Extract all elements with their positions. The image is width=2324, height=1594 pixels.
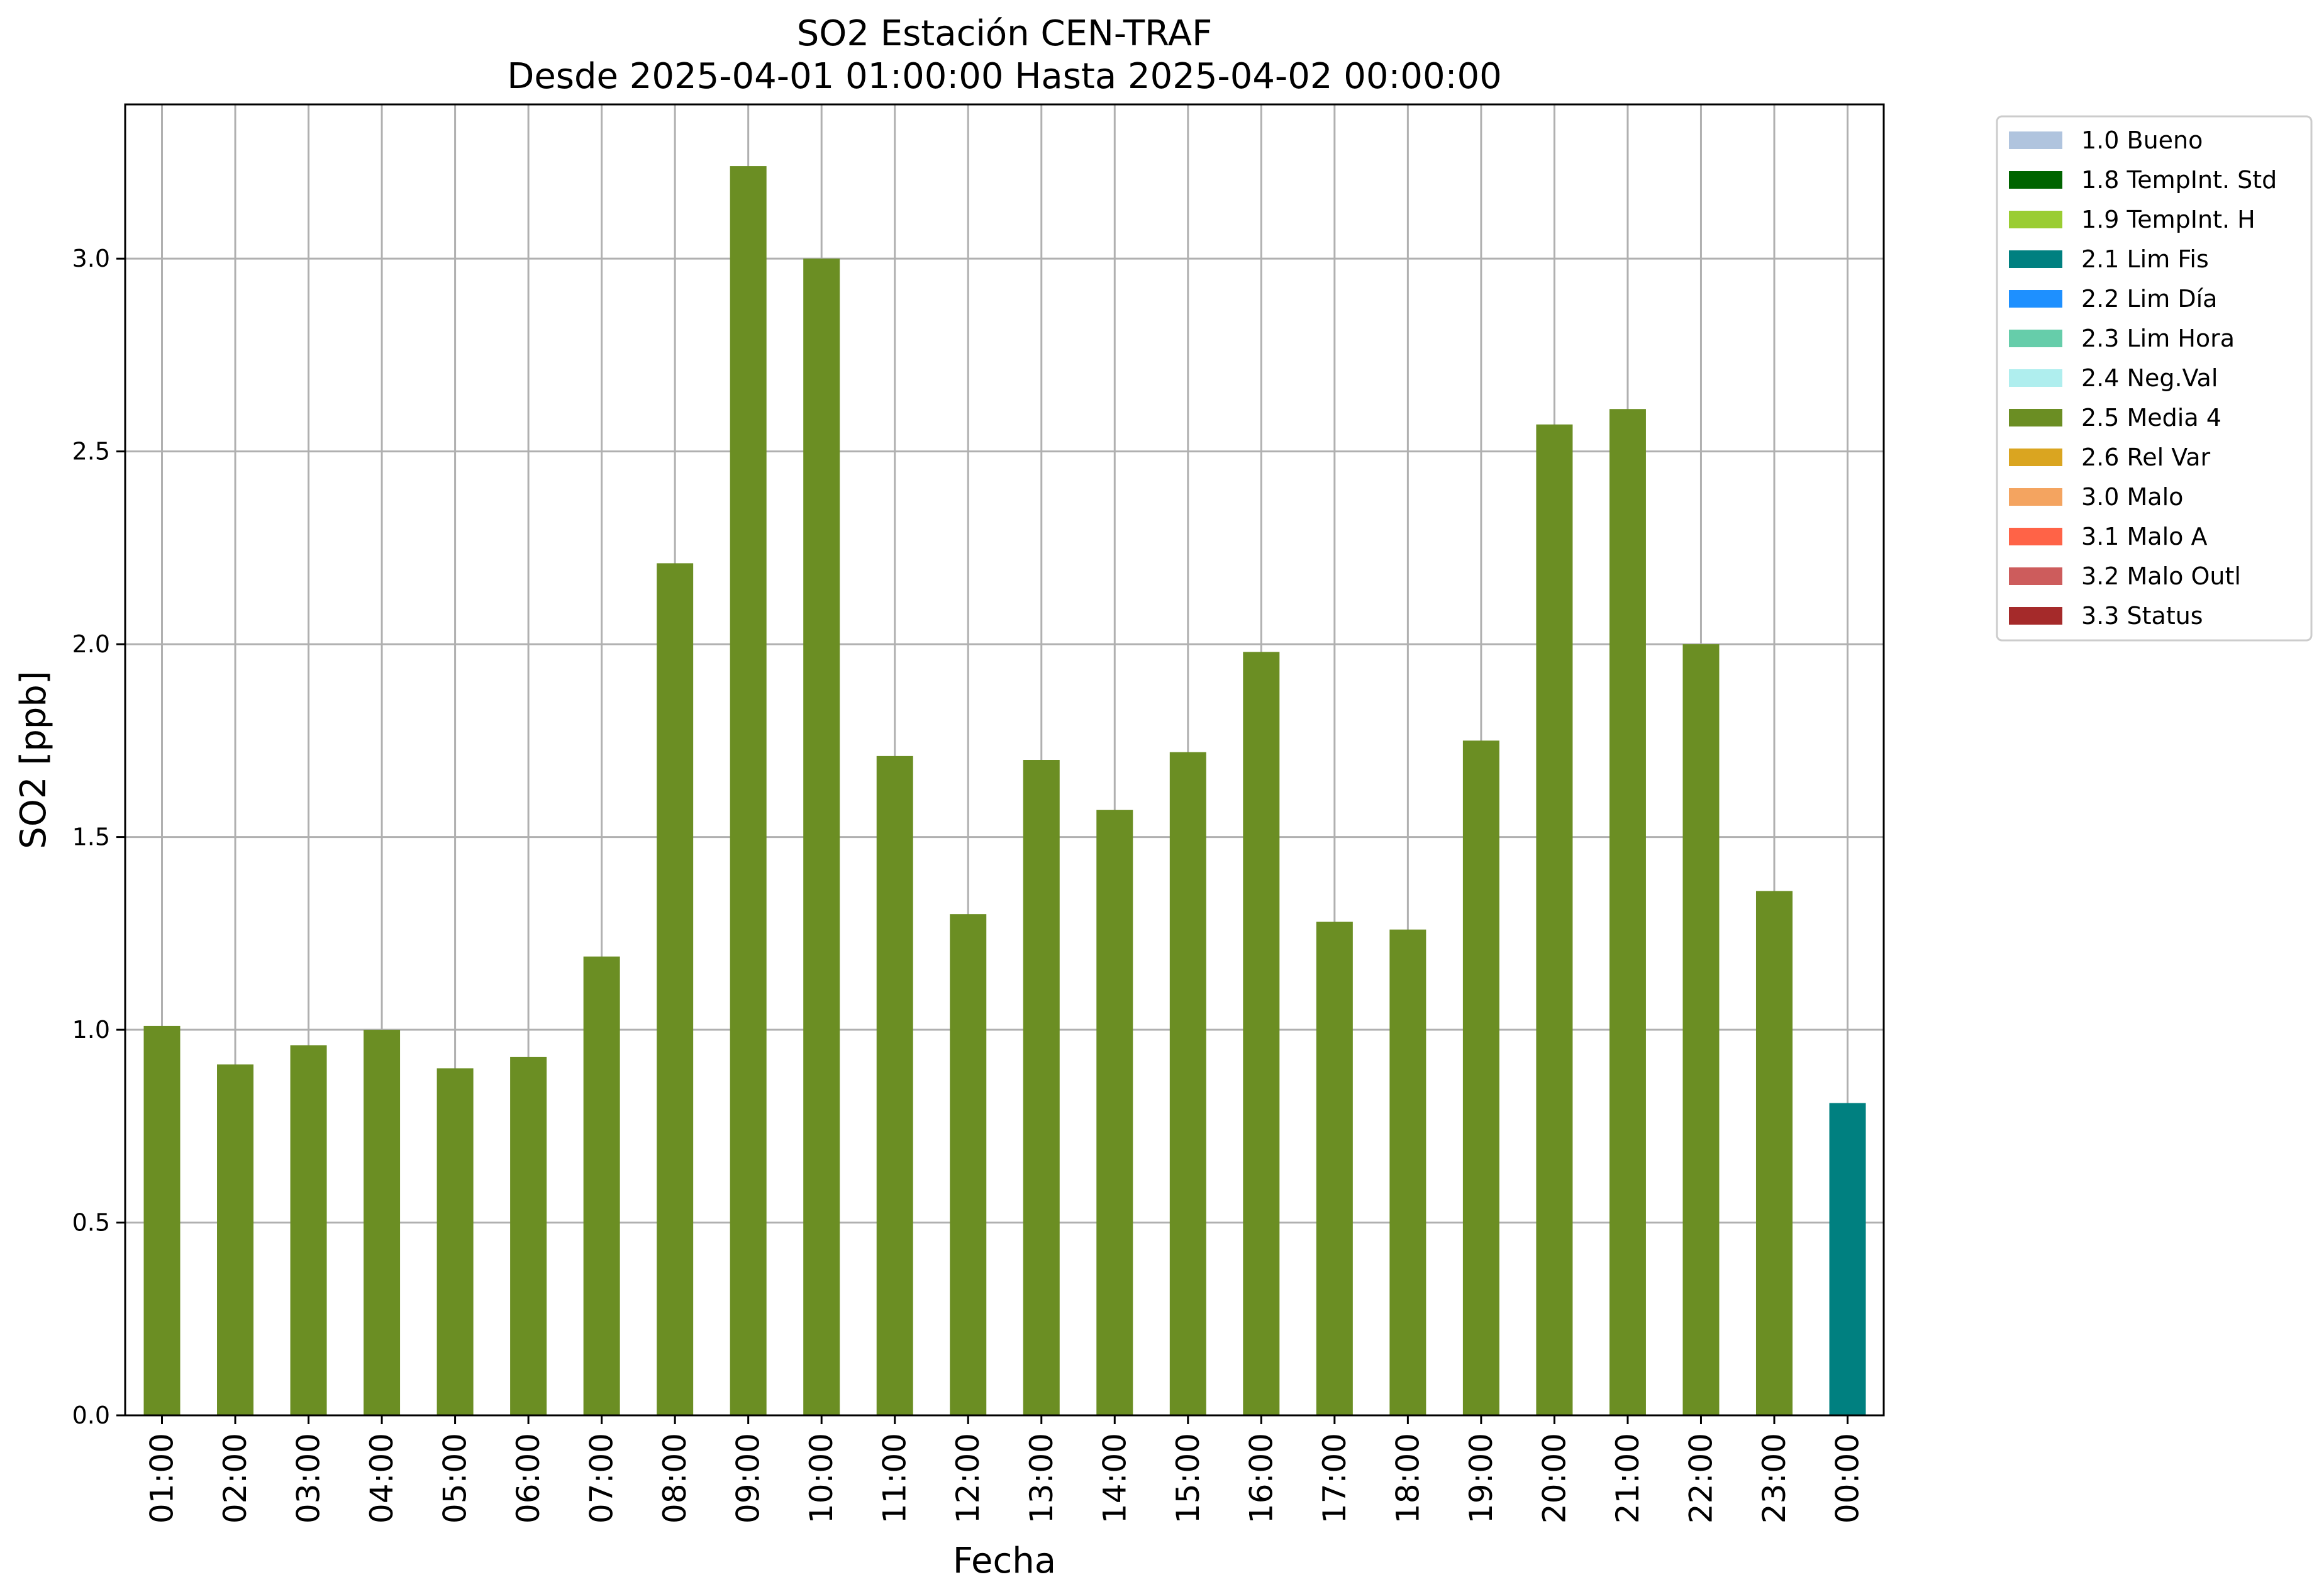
x-tick-label: 02:00	[217, 1433, 253, 1524]
x-tick-label: 16:00	[1243, 1433, 1279, 1524]
y-axis-label: SO2 [ppb]	[13, 671, 54, 849]
bar	[730, 166, 767, 1416]
bar	[1829, 1103, 1866, 1415]
x-tick-label: 22:00	[1682, 1433, 1719, 1524]
legend-swatch	[2009, 409, 2062, 426]
legend-swatch	[2009, 488, 2062, 506]
legend-swatch	[2009, 131, 2062, 149]
y-tick-label: 1.0	[72, 1016, 110, 1044]
bar	[510, 1056, 547, 1415]
legend-frame	[1996, 115, 2313, 642]
bar	[950, 914, 987, 1415]
plot-frame	[124, 103, 1885, 1417]
legend-label: 1.0 Bueno	[2081, 126, 2203, 154]
x-tick-label: 11:00	[877, 1433, 913, 1524]
bar	[1389, 929, 1426, 1415]
y-axis: 0.0 0.5 1.0 1.5 2.0 2.5 3.0	[72, 245, 125, 1429]
bars	[143, 166, 1866, 1416]
bar	[657, 563, 694, 1415]
legend: 1.0 Bueno 1.8 TempInt. Std 1.9 TempInt. H 2…	[1996, 115, 2313, 642]
bar	[803, 259, 840, 1415]
x-tick-label: 23:00	[1756, 1433, 1793, 1524]
x-tick-label: 07:00	[584, 1433, 620, 1524]
x-tick-label: 17:00	[1316, 1433, 1353, 1524]
bar	[1609, 409, 1646, 1415]
x-tick-label: 05:00	[437, 1433, 474, 1524]
bar	[217, 1064, 254, 1415]
legend-label: 2.5 Media 4	[2081, 404, 2221, 432]
bar	[583, 956, 620, 1415]
bar	[1096, 810, 1133, 1415]
legend-label: 3.2 Malo Outl	[2081, 562, 2241, 590]
x-tick-label: 06:00	[510, 1433, 547, 1524]
bar	[436, 1068, 474, 1415]
y-tick-label: 2.5	[72, 438, 110, 465]
legend-swatch	[2009, 330, 2062, 347]
chart-title: SO2 Estación CEN-TRAF	[797, 13, 1213, 54]
legend-label: 1.8 TempInt. Std	[2081, 166, 2277, 194]
x-axis: 01:00 02:00 03:00 04:00 05:00 06:00 07:00 08:00…	[144, 1415, 1866, 1524]
x-tick-label: 20:00	[1536, 1433, 1572, 1524]
legend-label: 2.4 Neg.Val	[2081, 364, 2218, 392]
legend-swatch	[2009, 171, 2062, 189]
bar	[290, 1045, 327, 1415]
legend-label: 2.1 Lim Fis	[2081, 245, 2209, 273]
x-tick-label: 00:00	[1830, 1433, 1866, 1524]
bar	[1023, 760, 1060, 1415]
x-tick-label: 15:00	[1170, 1433, 1206, 1524]
x-tick-label: 18:00	[1389, 1433, 1426, 1524]
bar	[1755, 891, 1793, 1415]
bar	[1536, 424, 1573, 1415]
legend-label: 3.3 Status	[2081, 602, 2203, 630]
x-tick-label: 10:00	[803, 1433, 840, 1524]
x-tick-label: 12:00	[950, 1433, 986, 1524]
bar	[143, 1025, 181, 1415]
legend-swatch	[2009, 567, 2062, 585]
x-tick-label: 08:00	[657, 1433, 693, 1524]
x-tick-label: 04:00	[364, 1433, 400, 1524]
bar	[364, 1030, 401, 1415]
legend-swatch	[2009, 607, 2062, 625]
legend-label: 2.3 Lim Hora	[2081, 325, 2235, 352]
x-tick-label: 01:00	[144, 1433, 181, 1524]
bar	[1316, 922, 1353, 1415]
x-tick-label: 21:00	[1610, 1433, 1646, 1524]
legend-swatch	[2009, 290, 2062, 308]
y-tick-label: 3.0	[72, 245, 110, 272]
legend-label: 3.1 Malo A	[2081, 523, 2207, 550]
bar	[1462, 740, 1499, 1415]
legend-swatch	[2009, 449, 2062, 466]
legend-swatch	[2009, 211, 2062, 228]
x-tick-label: 14:00	[1096, 1433, 1133, 1524]
legend-label: 1.9 TempInt. H	[2081, 206, 2255, 233]
y-tick-label: 1.5	[72, 823, 110, 851]
y-tick-label: 0.5	[72, 1209, 110, 1237]
bar	[876, 755, 913, 1415]
x-tick-label: 19:00	[1463, 1433, 1499, 1524]
legend-swatch	[2009, 528, 2062, 545]
bar	[1682, 644, 1720, 1415]
legend-swatch	[2009, 250, 2062, 268]
legend-swatch	[2009, 369, 2062, 387]
legend-label: 2.2 Lim Día	[2081, 285, 2217, 313]
bar	[1243, 652, 1280, 1415]
y-tick-label: 2.0	[72, 630, 110, 658]
legend-label: 2.6 Rel Var	[2081, 443, 2211, 471]
y-tick-label: 0.0	[72, 1402, 110, 1429]
x-tick-label: 03:00	[291, 1433, 327, 1524]
bar	[1169, 752, 1206, 1415]
x-tick-label: 09:00	[730, 1433, 767, 1524]
chart-subtitle: Desde 2025-04-01 01:00:00 Hasta 2025-04-…	[507, 56, 1502, 97]
x-tick-label: 13:00	[1023, 1433, 1060, 1524]
legend-label: 3.0 Malo	[2081, 483, 2183, 511]
x-axis-label: Fecha	[953, 1541, 1056, 1581]
